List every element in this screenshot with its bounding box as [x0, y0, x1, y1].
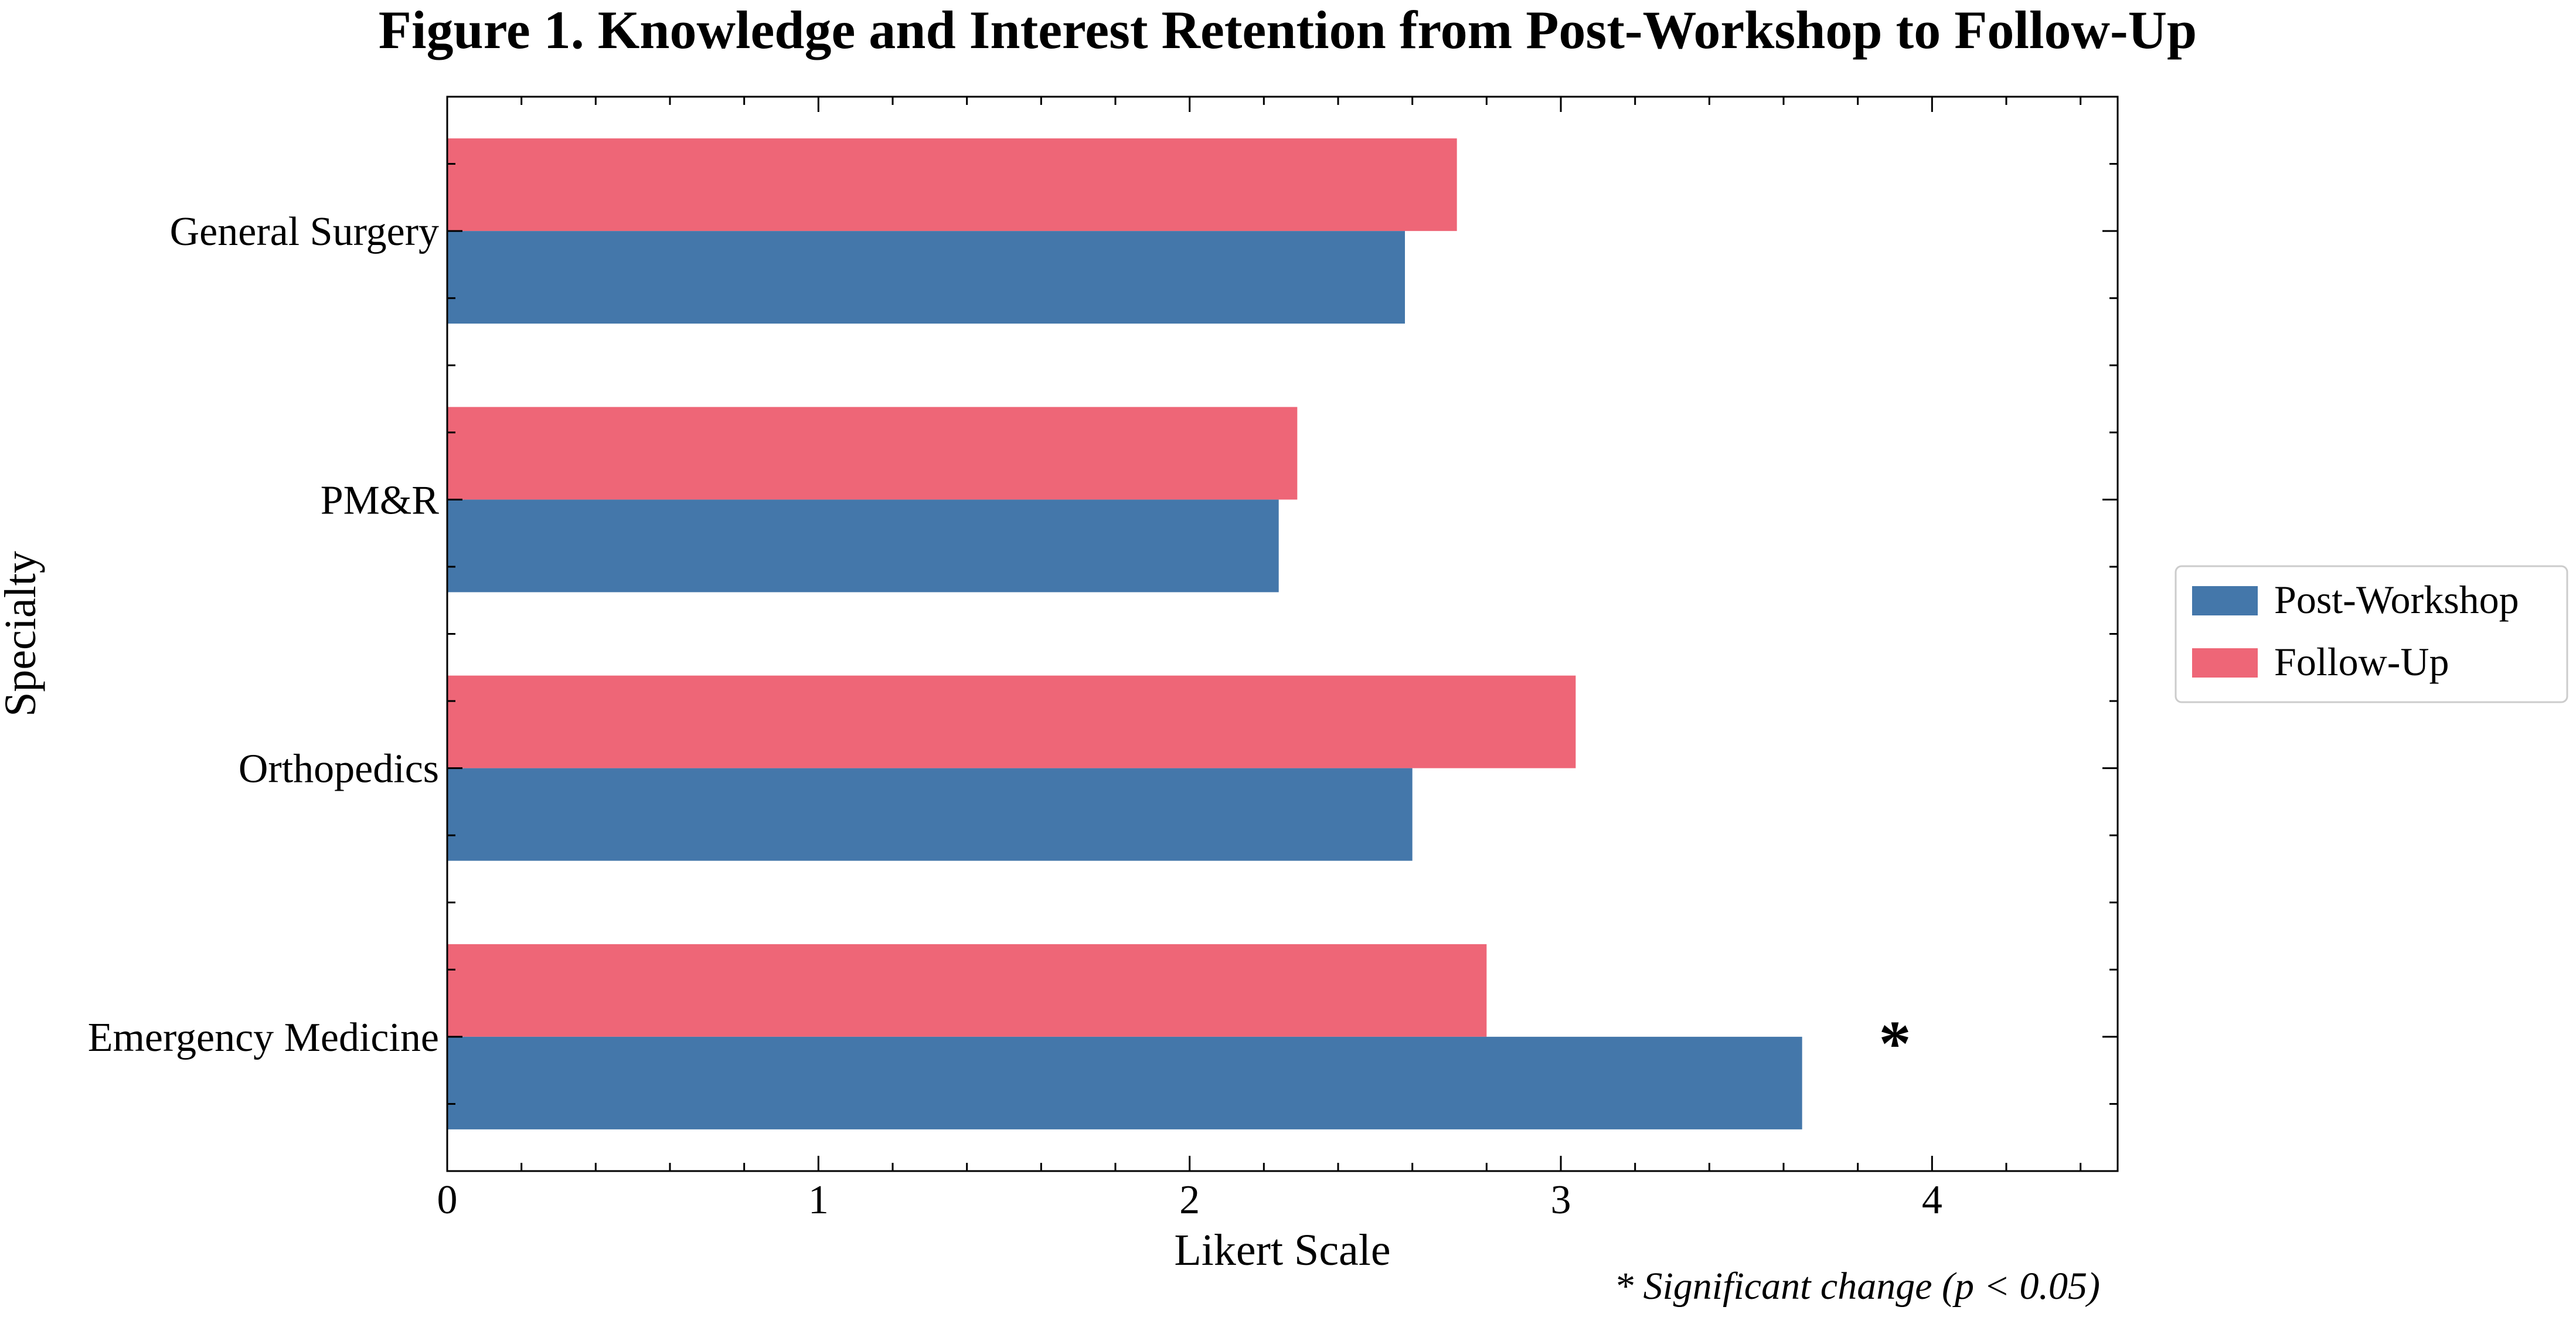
significance-footnote: * Significant change (p < 0.05) — [1614, 1265, 2100, 1308]
x-tick-label: 2 — [1179, 1178, 1200, 1223]
legend: Post-Workshop Follow-Up — [2175, 565, 2568, 703]
bar-follow-up-emergency-medicine — [447, 944, 1487, 1037]
x-tick-labels: 0 1 2 3 4 — [437, 1178, 1942, 1223]
y-tick-label-emergency-medicine: Emergency Medicine — [88, 1015, 439, 1060]
chart-title: Figure 1. Knowledge and Interest Retenti… — [379, 0, 2197, 60]
ticks-group — [446, 96, 2118, 1172]
bar-post-workshop-orthopedics — [447, 768, 1413, 861]
x-tick-label: 3 — [1551, 1178, 1571, 1223]
y-tick-label-orthopedics: Orthopedics — [239, 747, 439, 792]
legend-label-post-workshop: Post-Workshop — [2274, 577, 2519, 622]
x-tick-label: 4 — [1922, 1178, 1942, 1223]
bars-group — [447, 138, 1802, 1129]
bar-post-workshop-pm-r — [447, 499, 1279, 593]
legend-swatch-post-workshop — [2192, 586, 2258, 615]
bar-follow-up-general-surgery — [447, 138, 1457, 232]
legend-swatch-follow-up — [2192, 648, 2258, 678]
x-axis-label: Likert Scale — [1174, 1226, 1390, 1275]
y-axis-label: Specialty — [0, 551, 45, 717]
bar-follow-up-orthopedics — [447, 675, 1576, 768]
x-tick-label: 1 — [808, 1178, 829, 1223]
legend-label-follow-up: Follow-Up — [2274, 639, 2449, 684]
significance-marker: * — [1879, 1008, 1911, 1079]
y-tick-label-pm-r: PM&R — [321, 478, 440, 523]
annotations-group: * — [1879, 1008, 1911, 1079]
bar-follow-up-pm-r — [447, 407, 1298, 500]
bar-post-workshop-emergency-medicine — [447, 1036, 1802, 1129]
y-tick-labels: General Surgery PM&R Orthopedics Emergency … — [88, 209, 440, 1060]
y-tick-label-general-surgery: General Surgery — [170, 209, 439, 254]
legend-box — [2175, 565, 2568, 703]
x-tick-label: 0 — [437, 1178, 458, 1223]
bar-post-workshop-general-surgery — [447, 231, 1405, 324]
